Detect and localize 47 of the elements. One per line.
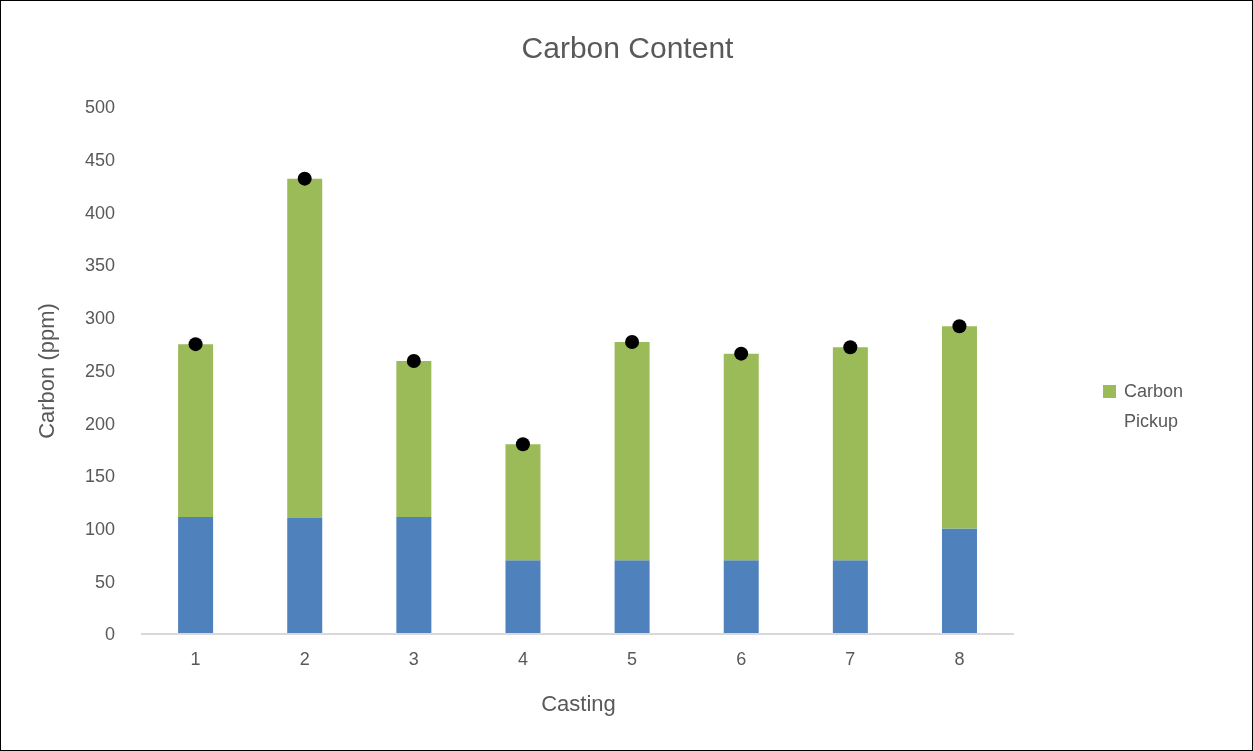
y-tick-label: 500: [84, 97, 115, 118]
y-tick-label: 0: [104, 624, 115, 645]
bar: [614, 560, 650, 634]
y-tick-label: 250: [84, 360, 115, 381]
y-tick-label: 300: [84, 308, 115, 329]
point: [188, 337, 203, 352]
bar: [287, 178, 323, 519]
x-tick-label: 3: [408, 648, 419, 669]
y-tick-label: 50: [94, 571, 115, 592]
x-tick-label: 8: [954, 648, 965, 669]
bar: [941, 326, 977, 529]
y-axis-title: Carbon (ppm): [34, 303, 60, 439]
point: [625, 335, 640, 350]
bar: [287, 518, 323, 634]
bar: [178, 517, 214, 634]
x-axis-title: Casting: [540, 691, 617, 717]
x-tick-label: 7: [845, 648, 856, 669]
bar: [832, 560, 868, 634]
y-tick-label: 200: [84, 413, 115, 434]
y-tick-label: 450: [84, 150, 115, 171]
y-tick-label: 400: [84, 202, 115, 223]
point: [515, 437, 530, 452]
bar: [178, 344, 214, 518]
x-tick-label: 4: [517, 648, 528, 669]
bar: [505, 444, 541, 561]
point: [952, 319, 967, 334]
bar: [723, 560, 759, 634]
point: [406, 354, 421, 369]
point: [734, 346, 749, 361]
x-tick-label: 6: [736, 648, 747, 669]
bar: [396, 517, 432, 634]
x-tick-label: 2: [299, 648, 310, 669]
y-tick-label: 150: [84, 466, 115, 487]
bar: [505, 560, 541, 634]
point: [297, 171, 312, 186]
chart-title: Carbon Content: [520, 31, 735, 65]
y-tick-label: 350: [84, 255, 115, 276]
bar: [614, 342, 650, 561]
point: [843, 340, 858, 355]
bar: [396, 361, 432, 518]
bar: [832, 347, 868, 561]
x-tick-label: 5: [627, 648, 638, 669]
bar: [941, 528, 977, 634]
y-tick-label: 100: [84, 518, 115, 539]
legend-label: Carbon Pickup: [1124, 380, 1185, 433]
x-tick-label: 1: [190, 648, 201, 669]
bar: [723, 353, 759, 561]
